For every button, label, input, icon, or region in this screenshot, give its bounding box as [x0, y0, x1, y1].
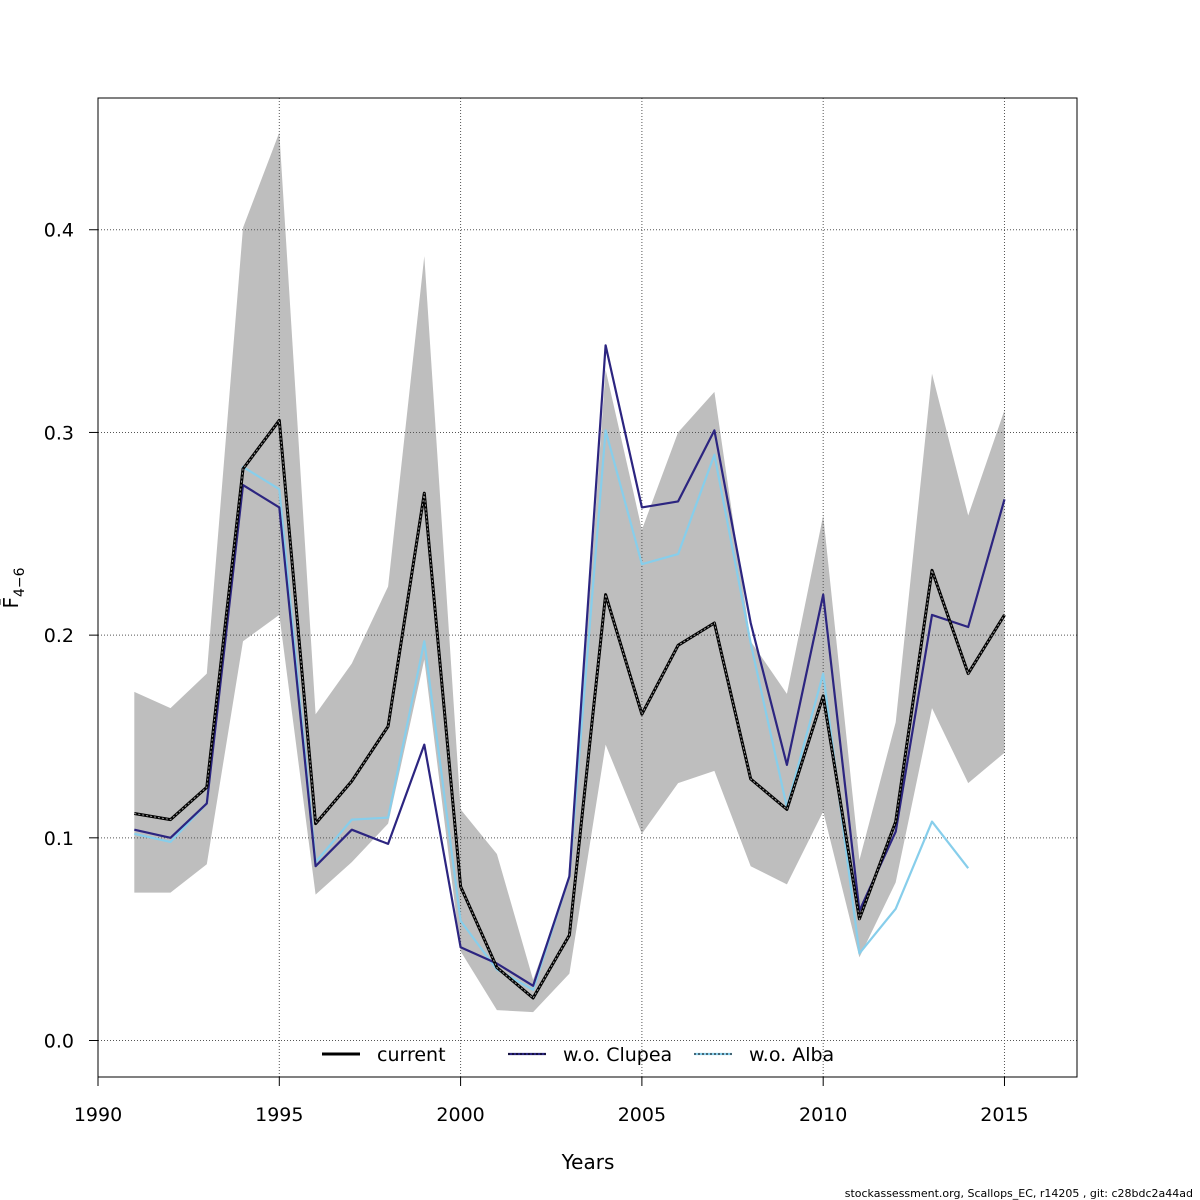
x-axis-title: Years	[561, 1150, 615, 1174]
legend-label-w-o-alba: w.o. Alba	[749, 1044, 834, 1066]
footer-note: stockassessment.org, Scallops_EC, r14205…	[845, 1187, 1193, 1200]
series-layer	[134, 344, 1006, 1000]
x-tick-label-2005: 2005	[618, 1104, 666, 1126]
x-tick-label-1990: 1990	[74, 1104, 122, 1126]
x-tick-label-1995: 1995	[255, 1104, 303, 1126]
grid-layer	[98, 98, 1077, 1077]
svg-text:F̄4−6: F̄4−6	[0, 567, 28, 608]
x-tick-label-2000: 2000	[436, 1104, 484, 1126]
x-tick-label-2010: 2010	[799, 1104, 847, 1126]
confidence-band-layer	[134, 132, 1005, 1013]
y-tick-label-0.1: 0.1	[44, 828, 74, 850]
axis-layer: 1990 1995 2000 2005 2010 2015 0.0 0.1 0.2 0.3 0.4	[44, 220, 1029, 1126]
y-axis-title: F̄4−6	[0, 567, 28, 608]
legend-label-current: current	[377, 1044, 446, 1066]
y-axis-title-symbol: F̄	[0, 597, 23, 609]
series-line-overlay-current	[134, 418, 1005, 999]
y-tick-label-0.3: 0.3	[44, 422, 74, 444]
x-tick-label-2015: 2015	[980, 1104, 1028, 1126]
y-tick-label-0.4: 0.4	[44, 220, 74, 242]
y-tick-label-0: 0.0	[44, 1031, 74, 1053]
confidence-band	[134, 132, 1005, 1013]
y-tick-label-0.2: 0.2	[44, 625, 74, 647]
legend: current w.o. Clupea w.o. Alba	[322, 1044, 834, 1066]
y-axis-title-subscript: 4−6	[12, 567, 28, 597]
legend-label-w-o-clupea: w.o. Clupea	[563, 1044, 672, 1066]
